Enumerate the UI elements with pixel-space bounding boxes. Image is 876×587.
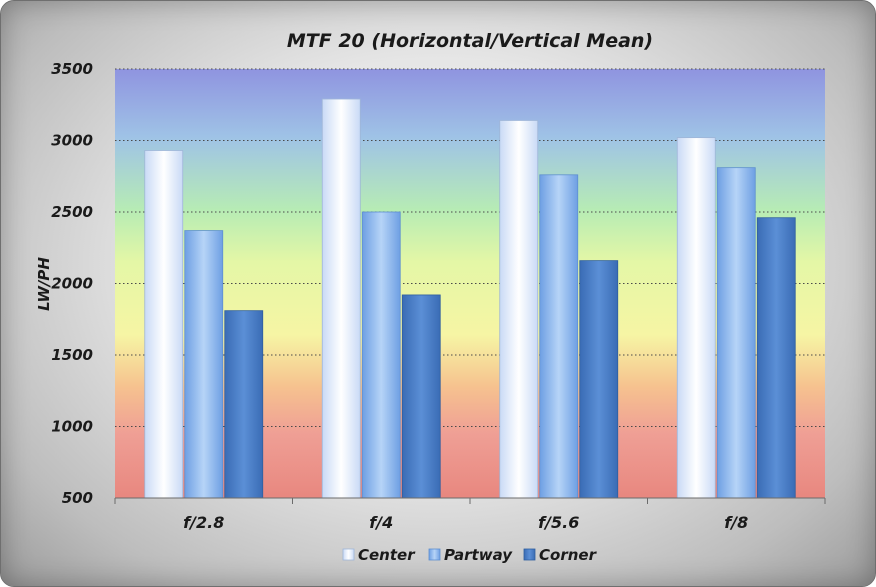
bar-partway-1 [184,230,224,499]
x-category-label: f/2.8 [183,513,224,532]
y-tick-label: 1500 [51,346,93,364]
y-tick-label: 2000 [51,275,93,293]
bar-center-1 [144,150,184,499]
bars [144,98,796,499]
y-tick-label: 3500 [51,60,93,78]
y-tick-label: 500 [62,489,93,507]
x-axis-ticks [114,498,826,504]
y-tick-label: 3000 [51,132,93,150]
chart-title: MTF 20 (Horizontal/Vertical Mean) [287,30,653,52]
bar-center-2 [321,98,361,499]
bar-partway-3 [539,174,579,499]
y-tick-label: 1000 [51,418,93,436]
legend-label-partway: Partway [444,546,513,564]
bar-partway-4 [716,167,756,499]
bar-corner-2 [401,294,441,499]
x-category-label: f/8 [724,513,748,532]
y-axis-label: LW/PH [35,257,53,311]
legend-label-corner: Corner [539,546,598,564]
bar-partway-2 [361,211,401,499]
legend: Center Partway Corner [342,546,598,564]
bar-center-4 [676,137,716,499]
bar-center-3 [499,120,539,499]
y-axis-tick-labels: 500 1000 1500 2000 2500 3000 3500 [51,60,93,507]
legend-swatch-corner [523,548,536,561]
y-tick-label: 2500 [51,203,93,221]
x-category-label: f/5.6 [538,513,579,532]
bar-corner-4 [756,217,796,499]
legend-swatch-partway [428,548,441,561]
x-axis-category-labels: f/2.8 f/4 f/5.6 f/8 [183,513,748,532]
bar-corner-1 [224,310,264,499]
bar-corner-3 [579,260,619,499]
x-category-label: f/4 [369,513,393,532]
legend-swatch-center [342,548,355,561]
legend-label-center: Center [358,546,416,564]
